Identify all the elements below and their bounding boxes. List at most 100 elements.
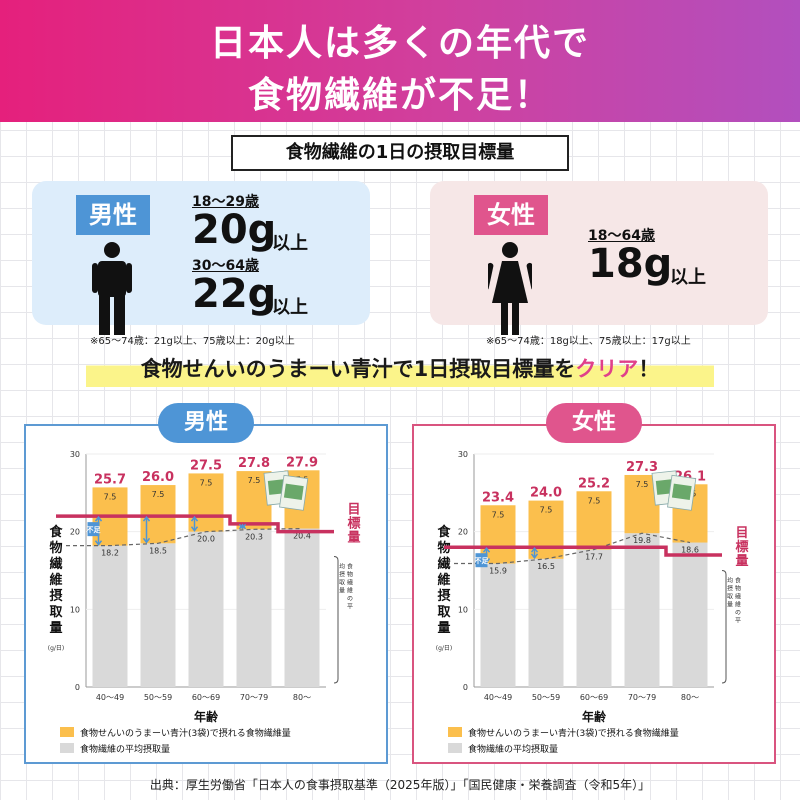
avg-label-char: 平	[347, 604, 353, 611]
avg-label-char: 食	[347, 563, 353, 571]
y-tick-label: 10	[70, 605, 80, 614]
avg-intake-bar	[236, 529, 272, 687]
female-target-suffix: 以上	[670, 267, 706, 288]
avg-label-char: 繊	[735, 593, 741, 601]
avg-label-char: の	[735, 610, 741, 617]
x-tick-label: 40～49	[96, 693, 124, 702]
legend-label-avg: 食物繊維の平均摂取量	[468, 743, 558, 755]
total-value-label: 27.8	[238, 456, 270, 471]
y-axis-title-char: 繊	[437, 556, 450, 572]
male-chart-title: 男性	[158, 403, 254, 443]
y-axis-title-char: 物	[49, 540, 62, 556]
female-chart-panel: 0 10 20 30 食物繊維摂取量 (g/日) 7.5 15.9 23.4 40～49 7.5 16…	[412, 424, 776, 764]
aojiru-packet-icon	[667, 474, 697, 511]
claim-highlight: クリア	[575, 357, 639, 381]
avg-value-label: 20.0	[197, 535, 215, 544]
claim-end: ！	[638, 357, 660, 381]
claim-text: 食物せんいのうまーい青汁で1日摂取目標量を	[140, 357, 576, 381]
shortfall-arrow-head	[238, 523, 247, 530]
total-value-label: 25.7	[94, 472, 126, 487]
avg-label-char: 物	[347, 571, 353, 579]
aojiru-packet-icon	[279, 474, 309, 511]
avg-value-label: 16.5	[537, 562, 555, 571]
avg-label-char: 維	[735, 601, 741, 609]
aojiru-value-label: 7.5	[636, 480, 649, 489]
headline-line2: 食物繊維が不足！	[247, 75, 552, 116]
shortfall-tag-label: 不足	[475, 557, 490, 565]
female-fiber-chart: 0102030食物繊維摂取量(g/日)7.515.923.440～497.516…	[436, 450, 749, 755]
product-claim: 食物せんいのうまーい青汁で1日摂取目標量をクリア！	[86, 351, 714, 387]
shortfall-tag-label: 不足	[87, 526, 102, 534]
x-axis-title: 年齢	[582, 709, 607, 724]
avg-value-label: 17.7	[585, 553, 603, 562]
avg-intake-bar	[284, 528, 320, 687]
avg-label-char: の	[347, 596, 353, 603]
y-axis-title-char: 量	[49, 621, 62, 636]
y-axis-title-char: 取	[437, 605, 451, 620]
avg-intake-bar	[576, 549, 612, 687]
y-axis-title-char: 維	[49, 572, 62, 588]
male-target-suffix-1: 以上	[272, 233, 308, 254]
shortfall-arrow-head	[142, 515, 151, 522]
source-citation: 出典：厚生労働省「日本人の食事摂取基準（2025年版）」「国民健康・栄養調査（令…	[149, 778, 651, 792]
avg-intake-bar	[528, 558, 564, 687]
female-age-range: 18～64歳	[588, 228, 655, 244]
shortfall-arrow-head	[94, 540, 103, 546]
aojiru-value-label: 7.5	[588, 496, 601, 505]
total-value-label: 23.4	[482, 490, 514, 505]
header-banner: 日本人は多くの年代で 食物繊維が不足！	[0, 0, 800, 122]
aojiru-value-label: 7.5	[152, 490, 165, 499]
y-axis-title-char: 食	[49, 524, 63, 540]
avg-label-char: 物	[735, 585, 741, 593]
avg-bracket	[333, 556, 339, 684]
legend-swatch-avg	[448, 743, 462, 753]
target-label-char: 目	[347, 503, 360, 518]
male-chart-panel: 0 10 20 30 食物繊維摂取量 (g/日) 7.5 18.2 25.7 40～49 7.5 18…	[24, 424, 388, 764]
y-tick-label: 0	[463, 683, 468, 692]
total-value-label: 27.9	[286, 455, 318, 470]
avg-trend-line	[66, 527, 303, 547]
avg-value-label: 18.5	[149, 546, 167, 555]
legend-label-avg: 食物繊維の平均摂取量	[80, 743, 170, 755]
x-tick-label: 70～79	[628, 693, 656, 702]
y-tick-label: 0	[75, 683, 80, 692]
aojiru-value-label: 7.5	[540, 506, 553, 515]
target-line	[56, 514, 334, 534]
x-tick-label: 80～	[681, 693, 699, 702]
y-tick-label: 20	[70, 528, 80, 537]
total-value-label: 26.0	[142, 470, 174, 485]
avg-intake-bar	[92, 545, 128, 687]
male-target-value-2: 22g	[192, 271, 277, 317]
aojiru-value-label: 7.5	[104, 492, 117, 501]
male-target-value-1: 20g	[192, 207, 277, 253]
avg-intake-bar	[672, 542, 708, 687]
shortfall-tag	[475, 553, 488, 568]
total-value-label: 27.5	[190, 458, 222, 473]
x-tick-label: 80～	[293, 693, 311, 702]
legend-swatch-aojiru	[60, 727, 74, 737]
avg-label-char: 維	[347, 587, 353, 595]
total-value-label: 24.0	[530, 486, 562, 501]
x-tick-label: 50～59	[532, 693, 560, 702]
male-target-card: 男性 18～29歳 20g 以上 30～64歳 22g 以上	[32, 181, 370, 335]
avg-label-char: 食	[735, 577, 741, 585]
shortfall-arrow-head	[482, 546, 491, 553]
packet-label	[671, 483, 692, 501]
female-target-value: 18g	[588, 241, 673, 287]
x-tick-label: 40～49	[484, 693, 512, 702]
avg-intake-bar	[188, 531, 224, 687]
avg-value-label: 20.4	[293, 532, 311, 541]
y-tick-label: 30	[458, 450, 468, 459]
legend-swatch-avg	[60, 743, 74, 753]
male-age-range-1: 18～29歳	[192, 194, 259, 210]
avg-value-label: 15.9	[489, 567, 507, 576]
female-label: 女性	[474, 195, 548, 235]
packet-label	[283, 483, 304, 501]
y-axis-title-char: 食	[437, 524, 451, 540]
female-elderly-note: ※65～74歳：18g以上、75歳以上：17g以上	[486, 336, 691, 347]
shortfall-arrow-head	[190, 526, 199, 532]
shortfall-arrow-head	[142, 537, 151, 544]
male-elderly-note: ※65～74歳：21g以上、75歳以上：20g以上	[90, 336, 295, 347]
x-tick-label: 70～79	[240, 693, 268, 702]
female-chart-title: 女性	[546, 403, 642, 443]
